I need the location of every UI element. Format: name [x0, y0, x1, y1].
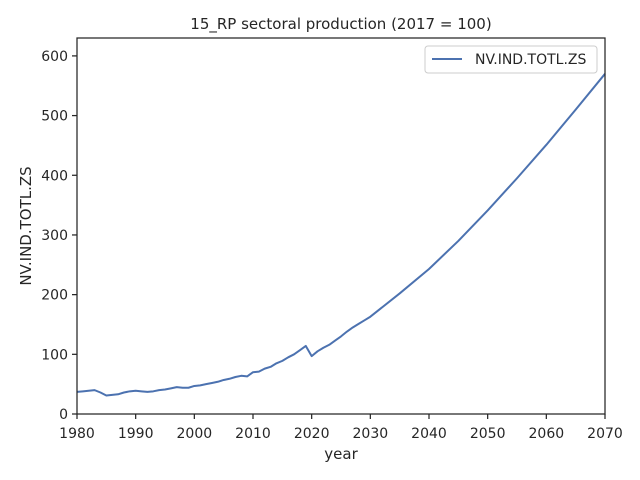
x-tick-label: 2060: [529, 426, 565, 442]
series-layer: [76, 73, 606, 397]
y-tick-label: 100: [41, 347, 68, 363]
y-axis-ticks: 0 100 200 300 400 500 600: [41, 49, 77, 423]
x-tick-label: 2050: [470, 426, 506, 442]
legend-frame: [424, 45, 598, 74]
y-tick-label: 300: [41, 228, 68, 244]
plot-frame: [76, 37, 606, 415]
x-axis-ticks: 1980 1990 2000 2010 2020 2030 2040 2050 2060 2070: [59, 414, 623, 442]
x-tick-label: 2020: [294, 426, 330, 442]
y-tick-label: 400: [41, 168, 68, 184]
y-axis-title: NV.IND.TOTL.ZS: [17, 166, 35, 285]
x-tick-label: 1980: [59, 426, 95, 442]
x-tick-label: 2070: [587, 426, 623, 442]
x-tick-label: 2010: [235, 426, 271, 442]
y-tick-label: 200: [41, 288, 68, 304]
y-tick-label: 0: [59, 407, 68, 423]
x-tick-label: 2000: [177, 426, 213, 442]
y-tick-label: 600: [41, 49, 68, 65]
x-tick-label: 1990: [118, 426, 154, 442]
y-tick-label: 500: [41, 109, 68, 125]
x-tick-label: 2040: [411, 426, 447, 442]
x-axis-title: year: [324, 445, 358, 463]
legend-label: NV.IND.TOTL.ZS: [475, 52, 586, 68]
legend: NV.IND.TOTL.ZS: [424, 45, 598, 74]
chart-title: 15_RP sectoral production (2017 = 100): [190, 15, 491, 34]
series-line: [76, 73, 606, 397]
x-tick-label: 2030: [353, 426, 389, 442]
